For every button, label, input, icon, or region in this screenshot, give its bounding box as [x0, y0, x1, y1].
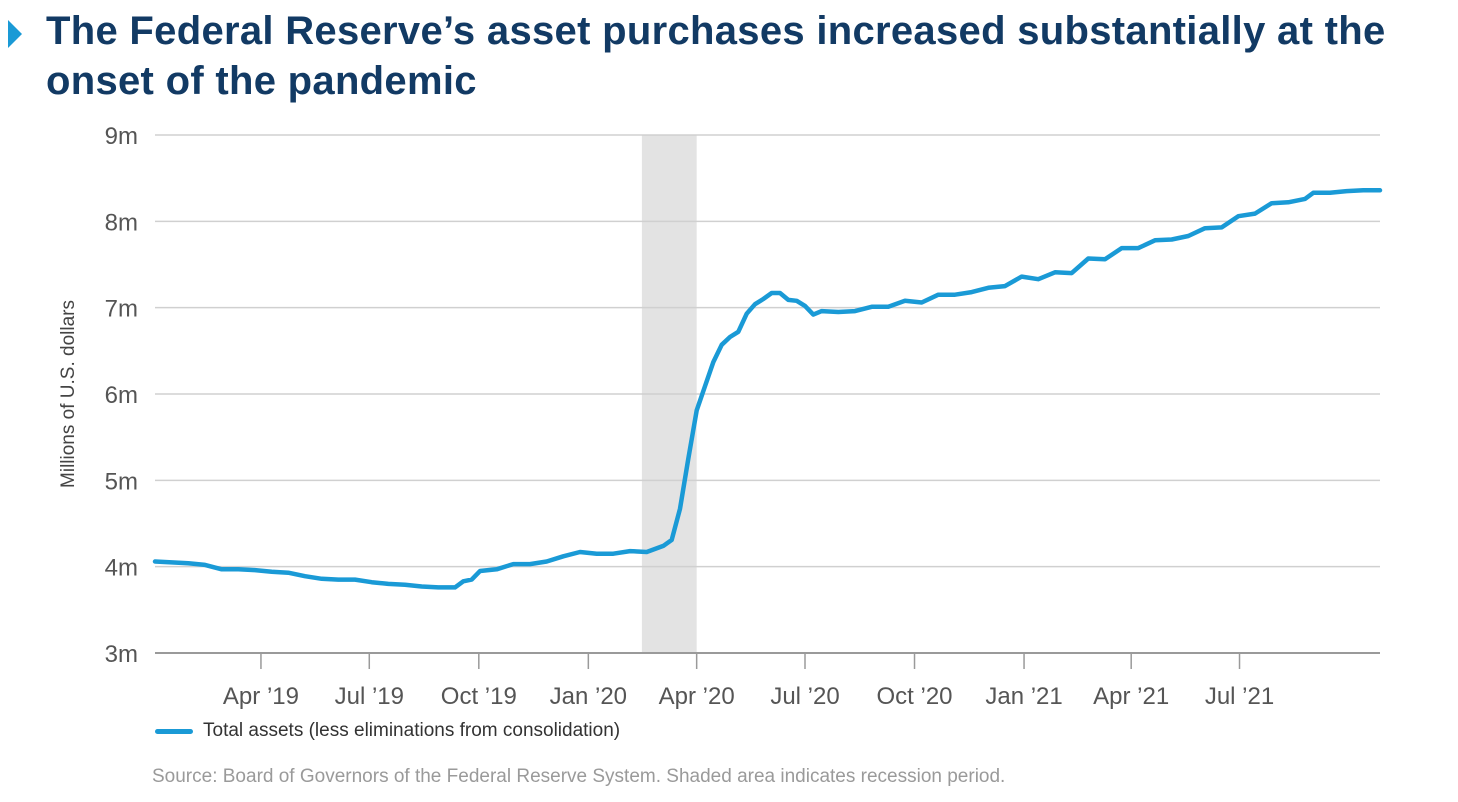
legend-label: Total assets (less eliminations from con…: [203, 720, 621, 741]
y-tick-label: 9m: [105, 123, 138, 150]
x-tick-label: Jan ’21: [985, 683, 1062, 710]
x-tick-label: Jan ’20: [550, 683, 627, 710]
x-tick-label: Apr ’19: [223, 683, 299, 710]
chart-title: The Federal Reserve’s asset purchases in…: [46, 9, 1386, 103]
x-axis-ticks: Apr ’19 Jul ’19 Oct ’19 Jan ’20 Apr ’20 Jul ’…: [223, 653, 1274, 710]
x-tick-label: Oct ’19: [441, 683, 517, 710]
y-axis-label: Millions of U.S. dollars: [58, 300, 79, 488]
title-marker-icon: [8, 20, 22, 48]
x-tick-label: Jul ’19: [335, 683, 404, 710]
x-tick-label: Apr ’20: [659, 683, 735, 710]
legend: Total assets (less eliminations from con…: [155, 720, 620, 742]
x-tick-label: Jul ’20: [770, 683, 839, 710]
legend-swatch: [155, 728, 193, 734]
series-line-total-assets: [152, 188, 1383, 590]
gridlines: [155, 134, 1380, 654]
x-tick-label: Apr ’21: [1093, 683, 1169, 710]
x-tick-label: Oct ’20: [877, 683, 953, 710]
y-tick-label: 3m: [105, 641, 138, 668]
x-tick-label: Jul ’21: [1205, 683, 1274, 710]
y-tick-label: 5m: [105, 468, 138, 495]
y-tick-label: 8m: [105, 209, 138, 236]
y-tick-label: 6m: [105, 382, 138, 409]
y-tick-label: 7m: [105, 296, 138, 323]
source-note: Source: Board of Governors of the Federa…: [152, 766, 1006, 787]
series-layer: [152, 188, 1383, 590]
y-tick-label: 4m: [105, 555, 138, 582]
y-axis-ticks: 3m 4m 5m 6m 7m 8m 9m: [105, 123, 138, 668]
